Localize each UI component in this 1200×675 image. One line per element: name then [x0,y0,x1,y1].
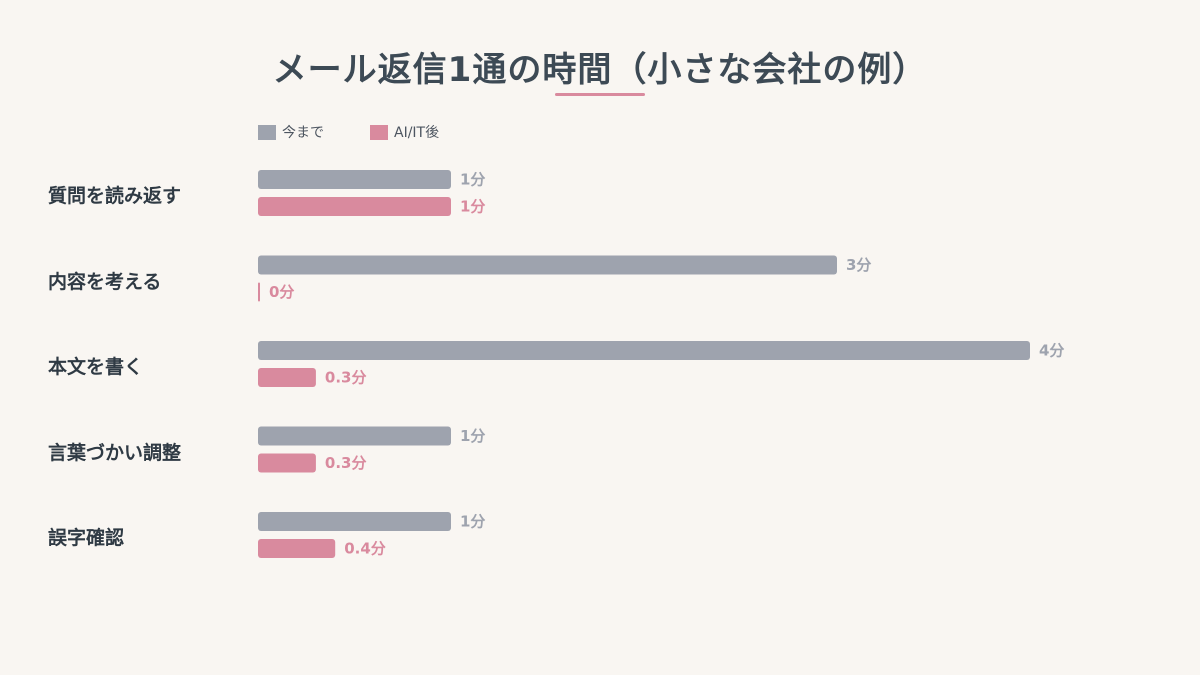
bar-after-0 [258,197,451,216]
category-label-4: 誤字確認 [48,527,125,549]
value-label-before-3: 1分 [460,427,485,445]
legend-swatch-before [258,124,276,140]
bar-before-4 [258,512,451,531]
value-label-after-4: 0.4分 [344,540,386,558]
bar-after-2 [258,368,316,387]
value-label-before-1: 3分 [846,256,871,274]
value-label-after-1: 0分 [269,283,294,301]
category-label-0: 質問を読み返す [48,185,182,207]
category-label-2: 本文を書く [48,356,144,378]
bar-after-4 [258,539,336,558]
bar-before-2 [258,341,1030,360]
value-label-after-3: 0.3分 [325,454,367,472]
legend-label-after: AI/IT後 [394,125,440,141]
legend-label-before: 今まで [282,125,324,141]
bar-before-3 [258,426,451,446]
value-label-before-0: 1分 [460,171,485,189]
bar-before-1 [258,255,837,275]
value-label-before-2: 4分 [1039,342,1064,360]
legend: 今まで AI/IT後 [258,121,485,143]
category-label-3: 言葉づかい調整 [48,442,182,464]
bar-before-0 [258,170,451,189]
value-label-after-2: 0.3分 [325,369,367,387]
bar-after-1 [258,282,260,302]
bar-after-3 [258,453,316,473]
value-label-before-4: 1分 [460,513,485,531]
chart-title: メール返信1通の時間（小さな会社の例） [272,50,928,90]
category-label-1: 内容を考える [48,271,162,293]
legend-swatch-after [370,124,388,140]
legend-item-after: AI/IT後 [370,122,439,142]
title-underline [555,93,645,96]
legend-item-before: 今まで [258,122,324,142]
value-label-after-0: 1分 [460,198,485,216]
